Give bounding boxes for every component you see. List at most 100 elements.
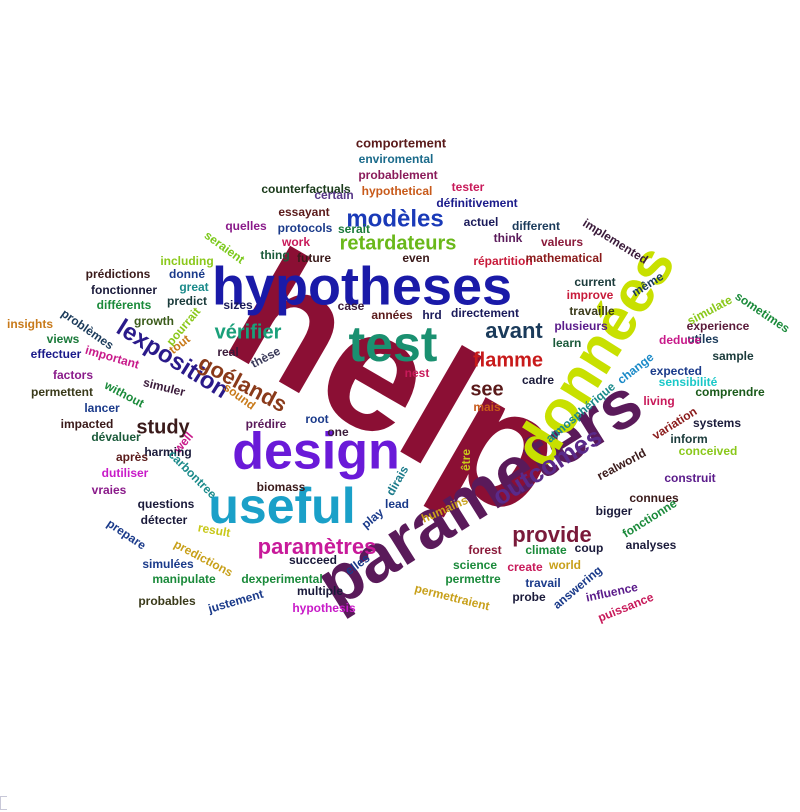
- cloud-word: permettent: [31, 385, 93, 399]
- cloud-word: lead: [385, 497, 409, 511]
- cloud-word: factors: [53, 368, 93, 382]
- cloud-word: great: [179, 280, 208, 294]
- cloud-word: flamme: [473, 349, 543, 371]
- cloud-word: living: [643, 394, 674, 408]
- cloud-word: vraies: [92, 483, 127, 497]
- cloud-word: work: [281, 235, 310, 249]
- cloud-word: définitivement: [436, 196, 517, 210]
- cloud-word: avant: [485, 318, 543, 343]
- cloud-word: biomass: [257, 480, 306, 494]
- cloud-word: mathematical: [526, 251, 603, 265]
- cloud-word: world: [548, 558, 581, 572]
- cloud-word: enviromental: [359, 152, 434, 166]
- cloud-word: nest: [405, 366, 430, 380]
- cloud-word: probe: [512, 590, 546, 604]
- cloud-word: predict: [167, 294, 207, 308]
- cloud-word: even: [402, 251, 429, 265]
- cloud-word: actuel: [464, 215, 499, 229]
- cloud-word: insights: [7, 317, 53, 331]
- cloud-word: protocols: [278, 221, 333, 235]
- cloud-word: valeurs: [541, 235, 583, 249]
- cloud-word: one: [327, 425, 349, 439]
- cloud-word: deduce: [659, 333, 701, 347]
- cloud-word: utiles: [687, 332, 719, 346]
- cloud-word: conceived: [679, 444, 738, 458]
- cloud-word: harming: [144, 445, 191, 459]
- cloud-word: effectuer: [31, 347, 82, 361]
- cloud-word: travaille: [569, 304, 615, 318]
- cloud-word: study: [136, 416, 190, 438]
- cloud-word: essayant: [278, 205, 329, 219]
- cloud-word: prédire: [246, 417, 287, 431]
- cloud-word: donné: [169, 267, 205, 281]
- cloud-word: sample: [712, 349, 754, 363]
- cloud-word: différents: [97, 298, 152, 312]
- cloud-word: construit: [664, 471, 715, 485]
- cloud-word: expected: [650, 364, 702, 378]
- cloud-word: systems: [693, 416, 741, 430]
- cloud-word: vérifier: [215, 321, 282, 343]
- cloud-word: travail: [525, 576, 560, 590]
- cloud-word: être: [459, 449, 473, 471]
- cloud-word: dévaluer: [91, 430, 141, 444]
- cloud-word: design: [232, 423, 400, 481]
- cloud-word: serait: [338, 222, 370, 236]
- cloud-word: experience: [687, 319, 750, 333]
- cloud-word: useful: [208, 478, 355, 534]
- cloud-word: root: [305, 412, 328, 426]
- cloud-word: dexperimental: [241, 572, 322, 586]
- cloud-word: case: [338, 299, 365, 313]
- cloud-word: permettre: [445, 572, 501, 586]
- cloud-word: directement: [451, 306, 519, 320]
- cloud-word: impacted: [61, 417, 114, 431]
- cloud-word: hypothetical: [362, 184, 433, 198]
- cloud-word: détecter: [141, 513, 188, 527]
- cloud-word: plusieurs: [554, 319, 608, 333]
- cloud-word: growth: [134, 314, 174, 328]
- cloud-word: hypothesis: [292, 601, 356, 615]
- cloud-word: including: [160, 254, 213, 268]
- cloud-word: connues: [629, 491, 679, 505]
- cloud-word: tester: [452, 180, 485, 194]
- cloud-word: hrd: [422, 308, 441, 322]
- cloud-word: retardateurs: [340, 232, 457, 254]
- cloud-word: fonctionner: [91, 283, 157, 297]
- cloud-word: simulées: [142, 557, 194, 571]
- cloud-word: different: [512, 219, 560, 233]
- cloud-word: current: [574, 275, 615, 289]
- cloud-word: probables: [138, 594, 196, 608]
- cloud-word: manipulate: [152, 572, 216, 586]
- cloud-word: learn: [553, 336, 582, 350]
- cloud-word: succeed: [289, 553, 337, 567]
- cloud-word: dutiliser: [102, 466, 149, 480]
- cloud-word: result: [197, 520, 232, 539]
- cloud-word: provide: [512, 522, 591, 547]
- cloud-word: comprendre: [695, 385, 765, 399]
- cloud-word: create: [507, 560, 543, 574]
- cloud-word: views: [47, 332, 80, 346]
- cloud-word: cadre: [522, 373, 554, 387]
- cloud-word: quelles: [225, 219, 267, 233]
- cloud-word: carbontree: [166, 448, 220, 502]
- cloud-word: justement: [206, 587, 265, 616]
- cloud-word: climate: [525, 543, 567, 557]
- cloud-word: thing: [260, 248, 289, 262]
- cloud-word: future: [297, 251, 331, 265]
- cloud-word: probablement: [358, 168, 437, 182]
- cloud-word: multiple: [297, 584, 343, 598]
- cloud-word: improve: [567, 288, 614, 302]
- cloud-word: répartition: [473, 254, 532, 268]
- cloud-word: hypotheses: [212, 256, 512, 316]
- cloud-word: sensibilité: [659, 375, 718, 389]
- corner-bracket: [0, 796, 7, 810]
- cloud-word: test: [349, 316, 438, 372]
- cloud-word: see: [470, 378, 503, 400]
- cloud-word: sizes: [223, 298, 253, 312]
- cloud-word: certain: [314, 188, 353, 202]
- cloud-word: mais: [473, 400, 501, 414]
- cloud-word: prédictions: [86, 267, 151, 281]
- cloud-word: bigger: [596, 504, 633, 518]
- cloud-word: think: [494, 231, 523, 245]
